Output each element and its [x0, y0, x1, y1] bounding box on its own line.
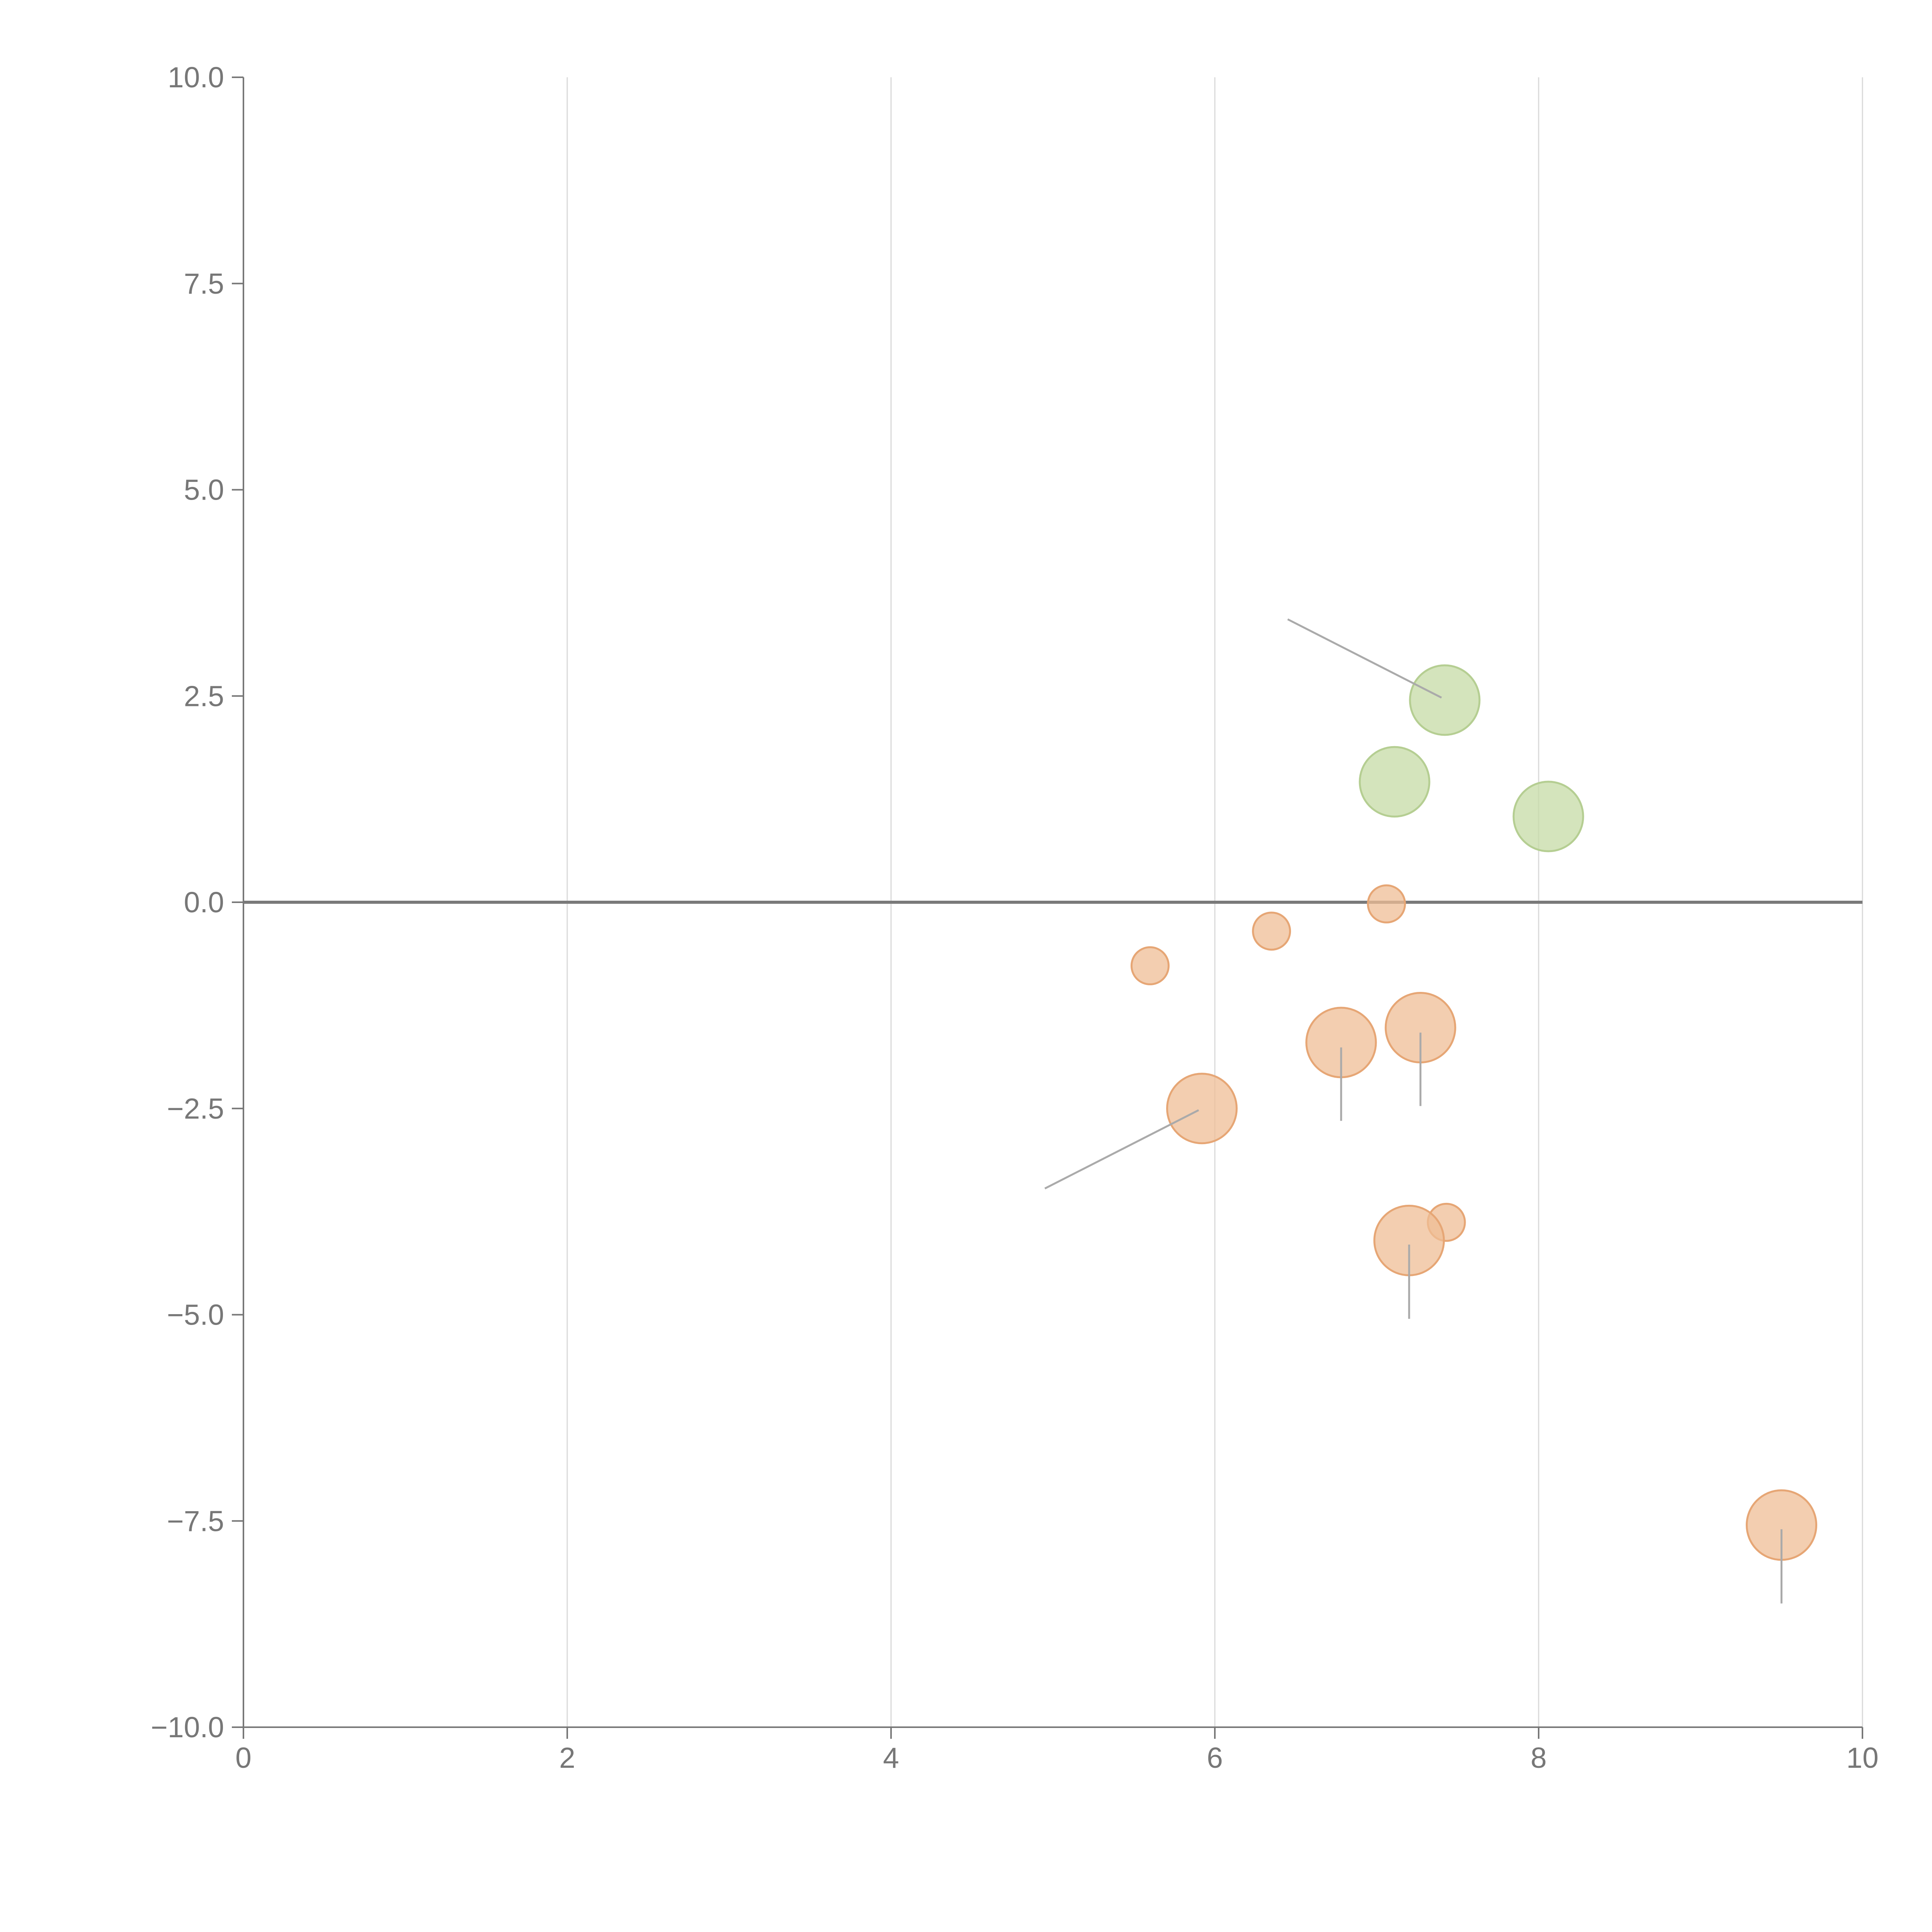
x-tick-label: 4: [883, 1742, 899, 1774]
y-tick-label: −10.0: [151, 1711, 224, 1743]
positive-point: [1512, 781, 1584, 852]
data-points: [1044, 618, 1817, 1604]
axes: 0 2 4 6 8 10 10.0 7.5 5.0 2.5 0.0 −2.5 −5.0 −7.5 −10.0: [151, 61, 1879, 1774]
y-tick-label: 7.5: [184, 267, 224, 300]
positive-point: [1359, 746, 1430, 818]
y-tick-label: −5.0: [167, 1299, 224, 1331]
leader-line: [1044, 1109, 1199, 1190]
x-tick-label: 8: [1531, 1742, 1547, 1774]
x-tick-label: 6: [1207, 1742, 1223, 1774]
x-tick-label: 0: [235, 1742, 252, 1774]
negative-point: [1367, 884, 1406, 923]
y-tick-label: 10.0: [168, 61, 224, 94]
x-tick-label: 10: [1846, 1742, 1878, 1774]
y-tick-label: −2.5: [167, 1092, 224, 1125]
y-tick-label: 2.5: [184, 680, 224, 712]
x-tick-label: 2: [559, 1742, 575, 1774]
leader-line: [1287, 618, 1442, 699]
y-tick-label: 5.0: [184, 474, 224, 506]
y-tick-label: 0.0: [184, 886, 224, 918]
negative-point: [1166, 1073, 1238, 1145]
y-tick-label: −7.5: [167, 1505, 224, 1537]
negative-point: [1130, 946, 1170, 985]
positive-point: [1409, 664, 1481, 736]
negative-point: [1252, 912, 1291, 951]
